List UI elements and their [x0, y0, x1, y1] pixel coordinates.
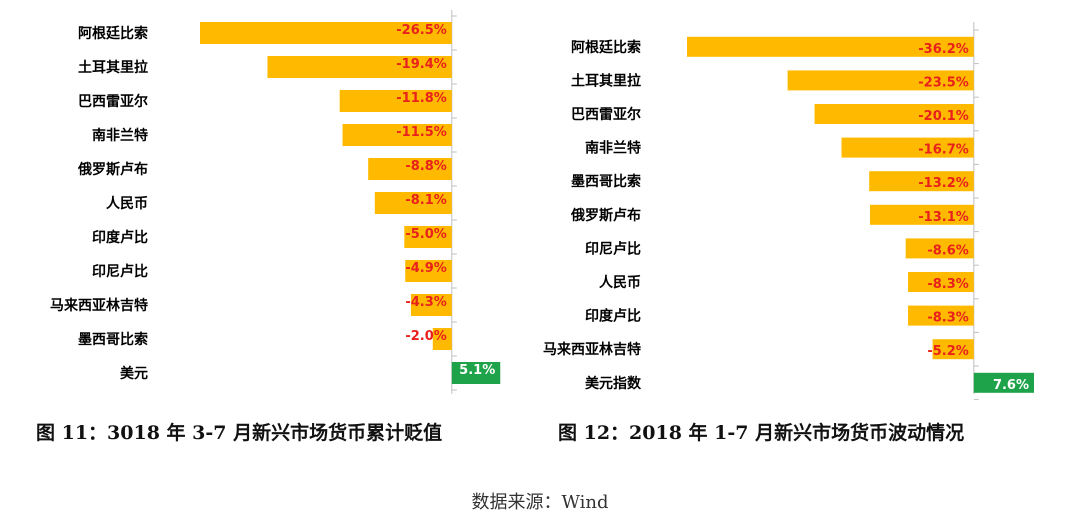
bar-negative — [787, 70, 974, 91]
category-label: 南非兰特 — [585, 140, 641, 157]
figure-12-caption: 图 12：2018 年 1-7 月新兴市场货币波动情况 — [558, 422, 965, 444]
bar-negative — [404, 226, 452, 248]
data-label: -19.4% — [396, 57, 447, 72]
category-label: 俄罗斯卢布 — [570, 207, 641, 224]
caption-row: 图 11：3018 年 3-7 月新兴市场货币累计贬值 图 12：2018 年 … — [0, 418, 1080, 452]
figure-11-caption: 图 11：3018 年 3-7 月新兴市场货币累计贬值 — [36, 422, 443, 444]
data-label: -4.9% — [405, 261, 446, 276]
chart-emerging-currency-fluctuation-1-7: 阿根廷比索 -36.2% 土耳其里拉 -23.5% 巴西雷亚尔 -20.1% 南非兰特 -16… — [543, 22, 1034, 400]
category-label: 俄罗斯卢布 — [77, 161, 148, 178]
category-label: 土耳其里拉 — [78, 59, 148, 76]
category-label: 印尼卢比 — [585, 240, 641, 257]
data-label: -20.1% — [918, 109, 969, 124]
bar-negative — [841, 137, 974, 158]
bar-negative — [374, 192, 452, 214]
data-label: -11.8% — [396, 91, 447, 106]
bar-negative — [908, 305, 974, 326]
category-label: 阿根廷比索 — [571, 39, 641, 56]
data-label: -8.8% — [405, 159, 446, 174]
category-label: 人民币 — [599, 274, 641, 291]
category-label: 巴西雷亚尔 — [571, 106, 641, 123]
category-label: 印度卢比 — [585, 308, 641, 325]
data-label: -23.5% — [918, 75, 969, 90]
data-label: -8.3% — [927, 311, 968, 326]
data-label: -5.0% — [405, 227, 446, 242]
category-label: 人民币 — [106, 195, 148, 212]
bar-negative — [932, 339, 974, 360]
data-label: -2.0% — [405, 329, 446, 344]
category-label: 墨西哥比索 — [571, 173, 641, 190]
category-label: 印尼卢比 — [92, 263, 148, 280]
category-label: 阿根廷比索 — [78, 25, 148, 42]
data-source-note: 数据来源：Wind — [471, 492, 609, 513]
category-label: 巴西雷亚尔 — [78, 93, 148, 110]
bar-negative — [870, 204, 974, 225]
data-label: 7.6% — [993, 378, 1029, 393]
bar-negative — [814, 104, 974, 124]
bar-negative — [905, 238, 974, 259]
data-label: -11.5% — [396, 125, 447, 140]
data-label: -8.3% — [927, 277, 968, 292]
data-label: -16.7% — [918, 143, 969, 158]
category-label: 马来西亚林吉特 — [543, 341, 641, 358]
category-label: 马来西亚林吉特 — [50, 297, 148, 314]
bar-positive — [973, 372, 1034, 393]
bar-negative — [368, 158, 452, 180]
category-label: 墨西哥比索 — [78, 331, 148, 348]
bar-negative — [339, 90, 452, 112]
category-label: 印度卢比 — [92, 229, 148, 246]
data-label: -4.3% — [405, 295, 446, 310]
bar-negative — [908, 272, 974, 292]
data-label: -13.1% — [918, 210, 969, 225]
data-label: -8.1% — [405, 193, 446, 208]
bar-negative — [687, 36, 974, 57]
category-label: 南非兰特 — [92, 127, 148, 144]
data-label: 5.1% — [459, 363, 495, 378]
category-label: 美元指数 — [585, 375, 642, 392]
bar-negative — [405, 260, 452, 282]
bar-negative — [869, 171, 974, 192]
data-label: -13.2% — [918, 176, 969, 191]
bar-negative — [200, 22, 452, 44]
bar-positive — [451, 362, 501, 384]
data-label: -5.2% — [927, 344, 968, 359]
bar-negative — [342, 124, 452, 146]
chart-emerging-currency-depreciation-3-7: 阿根廷比索 -26.5% 土耳其里拉 -19.4% 巴西雷亚尔 -11.8% 南非兰特 -11… — [50, 10, 501, 394]
bar-negative — [267, 56, 452, 78]
data-label: -8.6% — [927, 243, 968, 258]
data-label: -36.2% — [918, 42, 969, 57]
data-label: -26.5% — [396, 23, 447, 38]
category-label: 美元 — [120, 365, 148, 382]
category-label: 土耳其里拉 — [571, 72, 641, 89]
bar-negative — [432, 328, 452, 350]
bar-negative — [410, 294, 452, 316]
